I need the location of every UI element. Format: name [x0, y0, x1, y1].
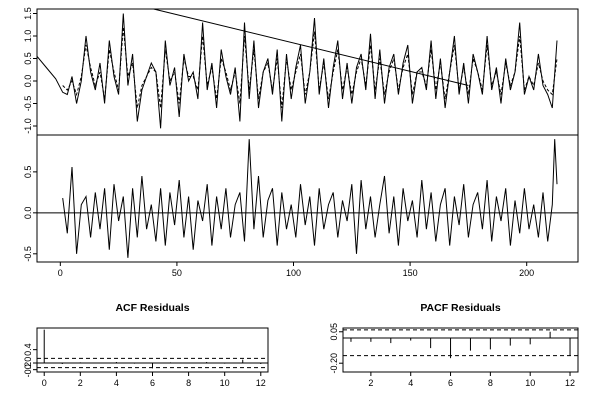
y-tick-label: 0.0: [23, 207, 33, 220]
y-tick-label: -0.5: [23, 246, 33, 262]
x-tick-label: 10: [525, 378, 535, 388]
y-tick-label: 1.5: [23, 7, 33, 20]
y-tick-label: 0.05: [329, 323, 339, 341]
y-tick-label: 0.4: [23, 343, 33, 356]
x-tick-label: 6: [150, 378, 155, 388]
observed-series-line: [36, 13, 558, 129]
y-tick-label: -0.20: [329, 353, 339, 374]
residual-series-line: [62, 139, 558, 258]
x-tick-label: 6: [448, 378, 453, 388]
fitted-panel: 1.5 1.0 0.5 0.0 -0.5 -1.0: [23, 7, 579, 136]
x-tick-label: 4: [408, 378, 413, 388]
x-tick-label: 8: [186, 378, 191, 388]
x-tick-label: 200: [519, 268, 534, 278]
pacf-panel: 0.05 -0.20 2 4 6 8 10 12 PACF Residuals: [329, 302, 579, 388]
x-tick-label: 150: [403, 268, 418, 278]
x-tick-label: 100: [286, 268, 301, 278]
y-tick-label: -1.0: [23, 118, 33, 134]
x-tick-label: 0: [42, 378, 47, 388]
residuals-panel: 0.5 0.0 -0.5 0 50 100 150 200: [23, 134, 579, 278]
y-tick-label: 0.5: [23, 52, 33, 65]
y-tick-label: 0.0: [23, 357, 33, 370]
x-tick-label: 12: [256, 378, 266, 388]
x-tick-label: 2: [368, 378, 373, 388]
x-tick-label: 8: [488, 378, 493, 388]
x-tick-label: 12: [565, 378, 575, 388]
acf-title: ACF Residuals: [115, 302, 189, 314]
x-tick-label: 2: [78, 378, 83, 388]
x-tick-label: 4: [114, 378, 119, 388]
x-tick-label: 10: [220, 378, 230, 388]
x-tick-label: 50: [172, 268, 182, 278]
pacf-title: PACF Residuals: [420, 302, 500, 314]
y-tick-label: 0.5: [23, 166, 33, 179]
pacf-plot-frame: [342, 327, 579, 373]
x-tick-label: 0: [58, 268, 63, 278]
y-tick-label: 1.0: [23, 30, 33, 43]
observed-series-line: [153, 8, 469, 86]
residuals-plot-frame: [36, 134, 579, 263]
acf-panel: 0.40.0-0.2 0 2 4 6 8 10 12 ACF Residuals: [23, 302, 269, 388]
y-tick-label: 0.0: [23, 75, 33, 88]
y-tick-label: -0.2: [23, 362, 33, 378]
y-tick-label: -0.5: [23, 96, 33, 112]
